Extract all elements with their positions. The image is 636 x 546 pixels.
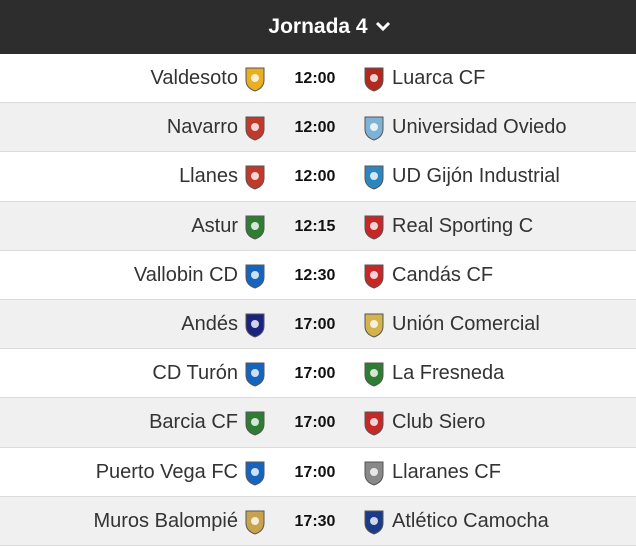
team-badge <box>245 215 265 240</box>
home-team: Navarro <box>166 116 238 139</box>
match-row[interactable]: CD Turón 17:00 La Fresneda <box>0 349 636 399</box>
kickoff-time: 12:00 <box>294 168 336 186</box>
home-team: Astur <box>191 214 238 237</box>
home-team: Llanes <box>179 165 238 188</box>
match-row[interactable]: Llanes 12:00 UD Gijón Industrial <box>0 152 636 202</box>
match-row[interactable]: Barcia CF 17:00 Club Siero <box>0 398 636 448</box>
kickoff-time: 17:00 <box>294 365 336 383</box>
team-badge <box>364 116 384 141</box>
team-badge <box>364 461 384 486</box>
away-team: Club Siero <box>392 411 486 434</box>
kickoff-time: 17:00 <box>294 463 336 481</box>
home-team: Barcia CF <box>149 411 238 434</box>
match-row[interactable]: Muros Balompié 17:30 Atlético Camocha <box>0 496 636 546</box>
match-row[interactable]: Valdesoto 12:00 Luarca CF <box>0 54 636 104</box>
match-row[interactable]: Navarro 12:00 Universidad Oviedo <box>0 103 636 153</box>
team-badge <box>245 67 265 92</box>
home-team: Valdesoto <box>150 67 238 89</box>
kickoff-time: 17:30 <box>294 512 336 530</box>
kickoff-time: 17:00 <box>294 315 336 333</box>
team-badge <box>245 165 265 190</box>
team-badge <box>245 510 265 535</box>
away-team: Universidad Oviedo <box>392 116 567 139</box>
match-row[interactable]: Astur 12:15 Real Sporting C <box>0 201 636 251</box>
away-team: UD Gijón Industrial <box>392 165 560 188</box>
kickoff-time: 17:00 <box>294 414 336 432</box>
chevron-icon[interactable] <box>374 19 392 33</box>
team-badge <box>364 510 384 535</box>
kickoff-time: 12:15 <box>294 217 336 235</box>
away-team: Llaranes CF <box>392 460 501 483</box>
match-row[interactable]: Puerto Vega FC 17:00 Llaranes CF <box>0 448 636 497</box>
away-team: Atlético Camocha <box>392 509 549 532</box>
home-team: Muros Balompié <box>93 509 238 532</box>
team-badge <box>364 362 384 387</box>
match-row[interactable]: Andés 17:00 Unión Comercial <box>0 299 636 350</box>
home-team: Puerto Vega FC <box>95 460 238 483</box>
header[interactable]: Jornada 4 <box>0 0 636 54</box>
team-badge <box>245 264 265 289</box>
kickoff-time: 12:00 <box>294 119 336 137</box>
away-team: Unión Comercial <box>392 312 540 335</box>
team-badge <box>364 411 384 436</box>
team-badge <box>364 165 384 190</box>
away-team: Real Sporting C <box>392 214 534 237</box>
team-badge <box>245 461 265 486</box>
match-list: Valdesoto 12:00 Luarca CF Navarro 12:00 Unive… <box>0 54 636 546</box>
team-badge <box>364 313 384 338</box>
team-badge <box>245 362 265 387</box>
away-team: La Fresneda <box>392 362 505 385</box>
kickoff-time: 12:00 <box>294 70 336 87</box>
home-team: CD Turón <box>152 362 238 385</box>
team-badge <box>364 67 384 92</box>
away-team: Candás CF <box>392 263 494 286</box>
away-team: Luarca CF <box>392 67 486 89</box>
team-badge <box>364 215 384 240</box>
team-badge <box>245 116 265 141</box>
header-title: Jornada 4 <box>268 15 368 38</box>
team-badge <box>245 411 265 436</box>
kickoff-time: 12:30 <box>294 266 336 284</box>
home-team: Andés <box>181 312 238 335</box>
match-row[interactable]: Vallobin CD 12:30 Candás CF <box>0 251 636 300</box>
team-badge <box>364 264 384 289</box>
team-badge <box>245 313 265 338</box>
home-team: Vallobin CD <box>133 263 238 286</box>
